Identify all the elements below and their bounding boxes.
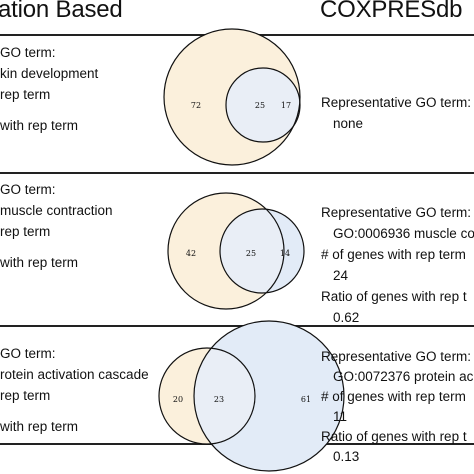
panel-1-right-text: Representative GO term: none <box>321 94 471 133</box>
right-line: Ratio of genes with rep t <box>321 429 467 444</box>
left-line: rep term <box>0 224 51 239</box>
panel-3-right-text: Representative GO term: GO:0072376 prote… <box>321 348 473 466</box>
panel-1-left-text: GO term: kin development rep term with r… <box>0 44 98 135</box>
left-line: GO term: <box>0 45 56 60</box>
venn-left-count: 20 <box>173 395 183 404</box>
venn-shared-count: 23 <box>214 395 224 404</box>
panel-2-left-text: GO term: muscle contraction rep term wit… <box>0 181 113 272</box>
right-line: Ratio of genes with rep t <box>321 289 467 304</box>
venn-shared-count: 25 <box>246 249 256 258</box>
right-line: # of genes with rep term <box>321 389 466 404</box>
left-line: kin development <box>0 66 99 81</box>
venn-overlap <box>226 68 300 142</box>
left-line: muscle contraction <box>0 203 113 218</box>
right-line: none <box>333 116 364 131</box>
venn-right-count: 14 <box>280 249 290 258</box>
left-column-title: ation Based <box>0 0 123 23</box>
right-line: Representative GO term: <box>321 349 472 364</box>
panel-3-left-text: GO term: rotein activation cascade rep t… <box>0 345 149 436</box>
left-line: rep term <box>0 87 51 102</box>
left-line: with rep term <box>0 118 79 133</box>
left-line: GO term: <box>0 182 56 197</box>
left-line <box>0 104 98 114</box>
left-line: rotein activation cascade <box>0 367 149 382</box>
right-line: Representative GO term: <box>321 205 472 220</box>
venn-left-count: 42 <box>186 249 196 258</box>
left-line: GO term: <box>0 346 56 361</box>
right-line: 0.13 <box>333 449 360 464</box>
right-line: 11 <box>333 409 348 424</box>
venn-left-count: 72 <box>191 101 201 110</box>
right-line: # of genes with rep term <box>321 247 466 262</box>
venn-overlap <box>194 348 255 444</box>
venn-right-count: 61 <box>301 395 311 404</box>
right-line: 24 <box>333 268 349 283</box>
divider-1 <box>0 172 474 174</box>
right-line: GO:0072376 protein ac <box>333 369 474 384</box>
left-line: rep term <box>0 388 51 403</box>
panel-2-right-text: Representative GO term: GO:0006936 muscl… <box>321 204 474 327</box>
left-line: with rep term <box>0 419 79 434</box>
left-line <box>0 241 113 251</box>
venn-shared-count: 25 <box>255 101 265 110</box>
right-line: Representative GO term: <box>321 95 472 110</box>
right-line: GO:0006936 muscle co <box>333 226 474 241</box>
venn-right-count: 17 <box>281 101 291 110</box>
right-column-title: COXPRESdb <box>320 0 463 23</box>
left-line <box>0 405 149 415</box>
divider-2 <box>0 325 474 327</box>
venn-panel-3: 20 23 61 <box>158 320 345 472</box>
venn-panel-1: 72 25 17 <box>163 28 301 166</box>
left-line: with rep term <box>0 255 79 270</box>
venn-panel-2: 42 25 14 <box>167 192 305 310</box>
right-line: 0.62 <box>333 310 360 325</box>
